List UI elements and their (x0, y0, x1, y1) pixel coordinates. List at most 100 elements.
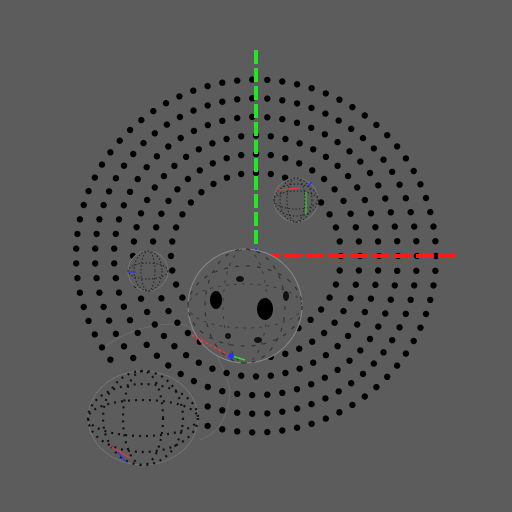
ring-dot (352, 281, 359, 288)
ring-dot (317, 306, 325, 313)
ring-dot (384, 373, 391, 380)
ring-dot (308, 124, 315, 131)
ring-dot (380, 156, 387, 163)
ring-dot (140, 139, 147, 147)
ring-dot (332, 281, 340, 288)
lower-left-sphere[interactable] (86, 369, 200, 467)
ring-dot (179, 294, 186, 301)
ring-dot (336, 238, 343, 245)
ring-dot (133, 224, 140, 231)
ring-dot (249, 76, 256, 83)
ring-dot (348, 380, 355, 387)
ring-dot (190, 127, 198, 135)
ring-dot (112, 274, 120, 282)
ring-dot (160, 172, 168, 180)
ring-dot (389, 337, 396, 344)
ring-dot (332, 224, 340, 231)
ring-dot (174, 319, 181, 326)
ring-dot (372, 224, 379, 231)
ring-dot (389, 168, 396, 175)
ring-dot (100, 201, 107, 209)
ring-dot (361, 393, 368, 400)
ring-dot (320, 175, 328, 183)
ring-dot (172, 281, 180, 288)
ring-dot (293, 100, 301, 107)
ring-dot (223, 369, 230, 377)
ring-dot (204, 403, 211, 410)
ring-dot (293, 119, 301, 127)
ring-dot (234, 428, 241, 435)
ring-dot (238, 133, 245, 140)
ring-dot (92, 245, 99, 252)
ring-dot (296, 365, 303, 372)
ring-dot (120, 162, 128, 169)
ring-dot (307, 316, 314, 323)
ring-dot (349, 401, 356, 409)
ring-dot (195, 359, 202, 366)
ring-dot (349, 103, 356, 111)
ring-dot (402, 310, 409, 317)
ring-dot (96, 216, 103, 223)
ring-dot (238, 170, 245, 178)
ring-dot (85, 187, 92, 195)
ring-dot (93, 230, 100, 238)
ring-dot (393, 143, 401, 150)
ring-dot (249, 429, 256, 436)
ring-dot (317, 199, 325, 206)
ring-dot (187, 199, 195, 206)
ring-dot (176, 113, 184, 121)
ring-dot (432, 267, 439, 274)
ring-dot (162, 100, 170, 107)
ring-dot (158, 295, 165, 302)
ring-dot (411, 223, 418, 230)
ring-dot (334, 366, 341, 374)
ring-dot (382, 195, 389, 202)
ring-dot (310, 146, 317, 153)
ring-dot (308, 381, 315, 388)
ring-dot (308, 85, 315, 92)
ring-dot (174, 186, 181, 193)
center-sphere[interactable] (187, 248, 303, 364)
ring-dot (209, 140, 216, 147)
ring-dot (111, 260, 118, 267)
ring-dot (347, 295, 354, 302)
ring-dot (158, 210, 165, 217)
ring-dot (204, 121, 211, 129)
ring-dot (76, 289, 84, 296)
ring-dot (169, 267, 176, 274)
ring-dot (165, 307, 172, 315)
ring-dot (182, 153, 190, 160)
ring-dot (375, 182, 382, 189)
upper-right-sphere[interactable] (273, 177, 319, 223)
ring-dot (427, 208, 434, 216)
ring-dot (177, 370, 184, 378)
ring-dot (427, 296, 434, 304)
ring-dot (195, 146, 202, 153)
ring-dot (282, 350, 289, 357)
ring-dot (252, 373, 260, 380)
ring-dot (335, 388, 342, 395)
ring-dot (143, 308, 151, 316)
ring-dot (340, 307, 347, 315)
ring-dot (326, 294, 333, 301)
ring-dot (264, 114, 271, 121)
ring-dot (107, 356, 114, 363)
ring-dot (413, 238, 420, 245)
ring-dot (153, 153, 161, 160)
ring-dot (366, 169, 374, 177)
left-small-sphere[interactable] (127, 250, 169, 292)
ring-dot (374, 267, 382, 274)
ring-dot (190, 377, 198, 385)
ring-dot (238, 151, 245, 159)
ring-dot (348, 125, 355, 132)
ring-dot (223, 174, 231, 181)
ring-dot (340, 197, 347, 205)
ring-dot (407, 296, 414, 303)
ring-dot (184, 175, 192, 183)
ring-dot (219, 98, 226, 105)
ring-dot (394, 267, 401, 274)
ring-dot (249, 410, 256, 417)
ring-dot (334, 162, 341, 169)
